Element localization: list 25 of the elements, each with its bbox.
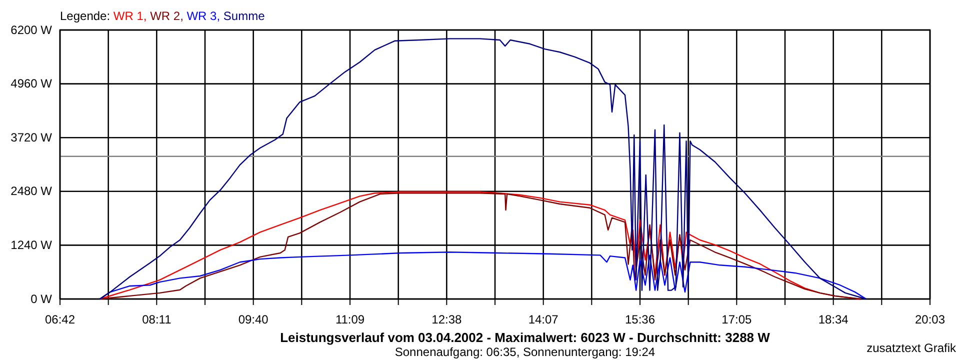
x-tick-label: 12:38	[432, 312, 462, 327]
text: WR 3,	[186, 9, 224, 23]
text: Summe	[223, 9, 266, 23]
y-tick-label: 4960 W	[10, 76, 53, 91]
text: WR 2,	[150, 9, 187, 23]
y-tick-label: 6200 W	[10, 22, 53, 37]
x-tick-label: 09:40	[238, 312, 269, 327]
y-tick-label: 2480 W	[10, 184, 53, 198]
x-tick-label: 15:36	[624, 312, 656, 327]
text: zusatztext Grafik	[866, 341, 957, 355]
y-tick-label: 3720 W	[10, 130, 53, 144]
text: Leistungsverlauf vom 03.04.2002 - Maximalwert: 6023 W - Durchschnitt: 3288 W	[280, 330, 771, 345]
x-tick-label: 14:07	[528, 312, 559, 327]
x-tick-label: 06:42	[44, 312, 76, 327]
line-series	[99, 38, 867, 300]
x-tick-label: 11:09	[335, 312, 365, 327]
x-tick-label: 17:05	[722, 312, 752, 327]
legend-title: Legende:	[60, 9, 114, 23]
y-tick-label: 0 W	[30, 292, 53, 306]
y-tick-label: 1240 W	[10, 238, 53, 252]
x-tick-label: 20:03	[914, 312, 946, 327]
text: WR 1,	[113, 9, 150, 23]
x-tick-label: 08:11	[142, 312, 172, 327]
x-tick-label: 18:34	[818, 312, 849, 327]
text: Sonnenaufgang: 06:35, Sonnenuntergang: 19:24	[394, 345, 656, 359]
